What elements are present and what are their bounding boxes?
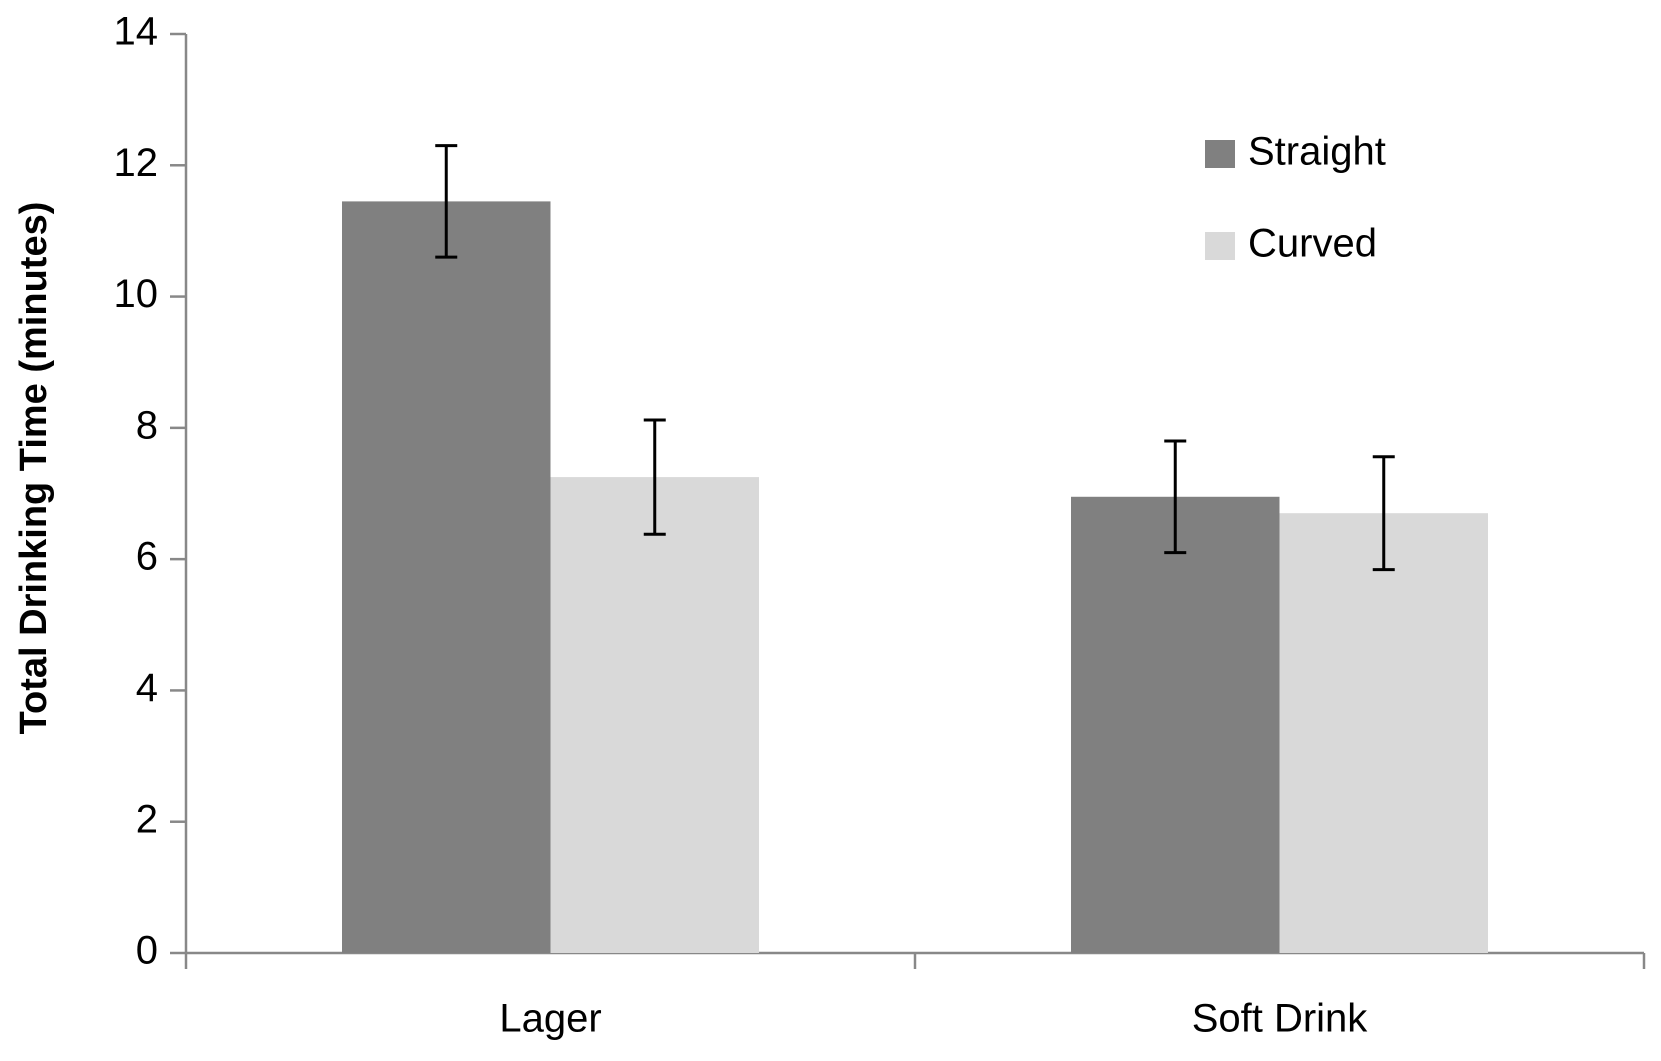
y-tick-label: 2 [136,797,158,841]
legend-label: Curved [1248,222,1377,266]
bar [550,477,759,953]
x-tick-label: Soft Drink [1192,997,1369,1041]
y-tick-label: 6 [136,535,158,579]
y-tick-label: 14 [114,10,159,54]
error-bar [643,418,666,536]
legend-label: Straight [1248,130,1386,174]
error-bar [1372,455,1395,572]
error-bar [1164,439,1187,555]
y-axis-title: Total Drinking Time (minutes) [13,202,55,735]
y-tick-label: 12 [114,141,159,185]
y-tick-label: 4 [136,666,158,710]
error-bar [435,144,458,259]
y-tick-label: 0 [136,929,158,973]
y-tick-label: 10 [114,272,159,316]
x-tick-label: Lager [499,997,601,1041]
legend-swatch [1205,140,1235,168]
bar [1279,513,1488,953]
y-tick-label: 8 [136,403,158,447]
legend-swatch [1205,232,1235,260]
bar [1071,496,1280,953]
bar [342,201,551,953]
